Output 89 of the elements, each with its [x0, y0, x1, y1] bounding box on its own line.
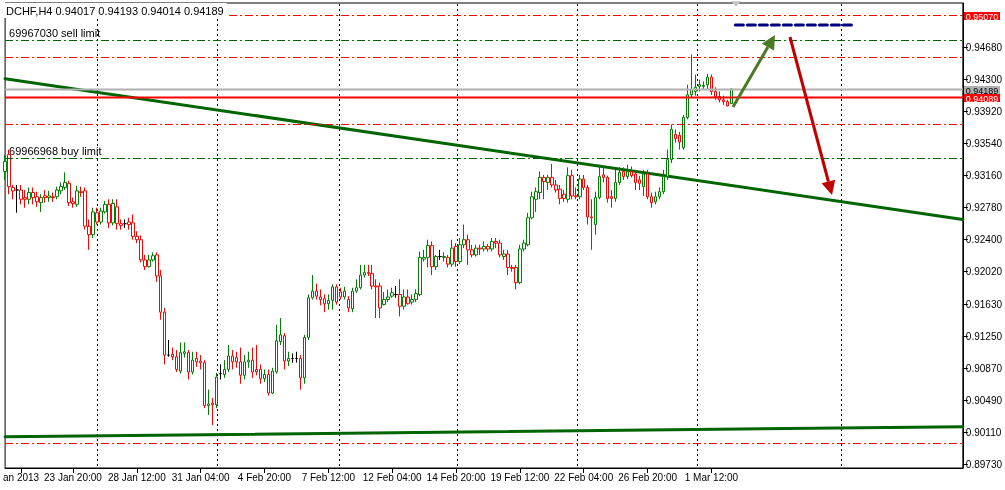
- x-tick-label: 22 Feb 04:00: [554, 471, 614, 483]
- y-tick-label: 0.92780: [965, 202, 1003, 214]
- candlestick: [331, 283, 334, 311]
- candlestick: [251, 347, 254, 379]
- candlestick: [7, 149, 11, 195]
- candlestick: [626, 164, 629, 180]
- candlestick: [31, 186, 35, 205]
- y-tick-label: 0.92400: [965, 234, 1003, 246]
- y-tick-label: 0.93160: [965, 170, 1003, 182]
- x-tick-label: 26 Feb 20:00: [618, 471, 678, 483]
- y-tick-label: 0.94680: [965, 42, 1003, 54]
- candlestick: [147, 254, 151, 269]
- y-tick-label: 0.93540: [965, 138, 1003, 150]
- candlestick: [406, 288, 410, 306]
- candlestick: [15, 184, 19, 214]
- y-tick-label: 0.94089: [963, 93, 1001, 104]
- y-tick-label: 0.91630: [965, 299, 1003, 311]
- candlestick: [107, 198, 111, 229]
- x-tick-label: 1 Mar 12:00: [684, 471, 739, 483]
- candlestick: [339, 287, 342, 301]
- candlestick: [19, 184, 23, 205]
- candlestick: [482, 240, 486, 253]
- y-tick-label: 0.90110: [965, 427, 1002, 439]
- candlestick: [115, 198, 119, 231]
- candlestick: [378, 282, 382, 319]
- y-tick-label: 0.94189: [963, 85, 1001, 96]
- y-tick-label: 0.93920: [965, 106, 1003, 118]
- candlestick: [35, 191, 39, 208]
- x-tick-label: 28 Jan 12:00: [107, 471, 167, 483]
- candlestick: [490, 237, 494, 253]
- candlestick: [390, 287, 394, 299]
- y-tick-label: 0.94300: [965, 74, 1003, 86]
- candlestick: [219, 363, 222, 381]
- candlestick: [27, 186, 31, 205]
- candlestick: [506, 249, 510, 276]
- candlestick: [47, 190, 51, 203]
- candlestick: [578, 174, 582, 200]
- candlestick: [518, 244, 522, 285]
- candlestick: [410, 293, 414, 306]
- candlestick: [55, 186, 59, 200]
- candlestick: [239, 347, 242, 385]
- candlestick: [335, 283, 338, 306]
- y-tick-label: 0.91250: [965, 331, 1003, 343]
- candlestick: [498, 239, 502, 258]
- y-tick-label: 0.89730: [965, 459, 1003, 471]
- candlestick: [454, 242, 458, 268]
- candlestick: [698, 79, 701, 92]
- candlestick: [386, 288, 390, 303]
- x-tick-label: 4 Feb 20:00: [237, 471, 292, 483]
- x-tick-label: 14 Feb 20:00: [426, 471, 486, 483]
- candlestick: [398, 278, 402, 317]
- candlestick: [642, 169, 645, 197]
- candlestick: [474, 244, 478, 258]
- ref-line-label: 69967030 sell limit: [9, 27, 101, 39]
- candlestick: [167, 339, 170, 358]
- y-tick-label: 0.95070: [963, 11, 1001, 22]
- x-tick-label: 23 Jan 20:00: [44, 471, 103, 483]
- x-tick-label: 7 Feb 12:00: [301, 471, 356, 483]
- candlestick: [478, 244, 482, 256]
- candlestick: [343, 286, 346, 301]
- candlestick: [702, 80, 705, 91]
- candlestick: [430, 240, 434, 276]
- candlestick: [566, 166, 570, 204]
- candlestick: [39, 193, 43, 213]
- candlestick: [179, 341, 182, 375]
- candlestick: [570, 169, 574, 200]
- candlestick: [706, 73, 709, 91]
- candlestick: [75, 185, 79, 208]
- candlestick: [231, 349, 234, 370]
- candlestick: [450, 239, 454, 268]
- candlestick: [359, 264, 362, 290]
- y-tick-label: 0.90490: [965, 395, 1003, 407]
- chart-title: DCHF,H4 0.94017 0.94193 0.94014 0.94189: [6, 4, 224, 17]
- candlestick: [267, 368, 270, 397]
- x-tick-label: 12 Feb 04:00: [362, 471, 423, 483]
- y-tick-label: 0.90870: [965, 363, 1003, 375]
- x-tick-label: 19 Feb 12:00: [490, 471, 550, 483]
- candlestick: [542, 174, 546, 200]
- x-tick-label: an 2013: [2, 471, 40, 483]
- candlestick: [654, 191, 657, 205]
- candlestick: [634, 169, 637, 191]
- candlestick: [111, 198, 115, 226]
- candlestick: [131, 213, 135, 241]
- x-tick-label: 31 Jan 04:00: [171, 471, 230, 483]
- candlestick: [558, 184, 562, 205]
- candlestick: [622, 166, 625, 181]
- y-tick-label: 0.92020: [965, 266, 1003, 278]
- candlestick: [23, 189, 27, 209]
- candlestick: [323, 293, 326, 313]
